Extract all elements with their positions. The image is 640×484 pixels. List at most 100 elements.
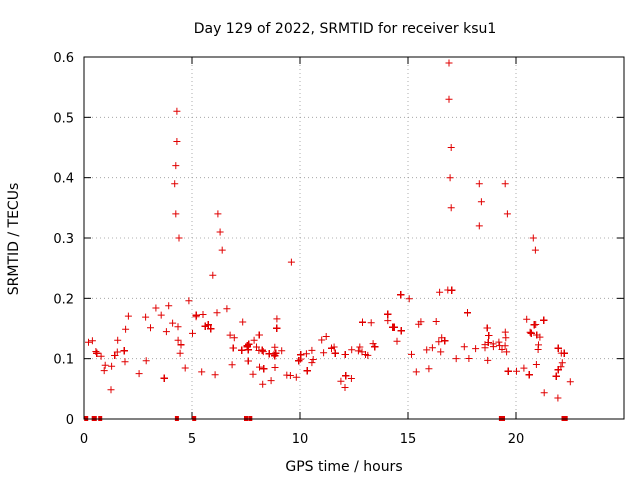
data-point <box>531 246 539 254</box>
data-point <box>278 347 286 355</box>
data-point <box>177 341 185 349</box>
data-point <box>309 356 317 363</box>
x-axis-label: GPS time / hours <box>285 459 402 475</box>
data-point <box>265 350 273 358</box>
data-point <box>501 342 509 350</box>
x-tick-label: 10 <box>292 432 309 447</box>
data-point <box>529 234 537 242</box>
data-point <box>328 344 335 352</box>
data-point <box>369 340 377 348</box>
data-point <box>341 351 349 358</box>
data-point <box>171 180 179 188</box>
data-point <box>425 365 433 373</box>
data-point <box>523 315 531 323</box>
data-point <box>295 357 303 365</box>
data-point <box>428 344 436 352</box>
y-tick-label: 0.3 <box>53 232 74 247</box>
data-point <box>384 310 392 318</box>
data-point <box>308 359 316 367</box>
data-point <box>114 336 122 344</box>
data-point <box>359 318 366 326</box>
data-point <box>417 318 425 326</box>
y-tick-label: 0.6 <box>53 51 74 66</box>
data-point <box>436 288 444 296</box>
data-point <box>460 343 468 351</box>
data-point <box>92 348 100 355</box>
data-point <box>172 210 180 218</box>
data-point <box>446 174 454 182</box>
data-point <box>532 361 540 368</box>
data-point <box>271 352 279 360</box>
data-point <box>273 315 281 323</box>
data-point <box>88 337 96 345</box>
data-point <box>230 334 238 342</box>
data-point <box>356 343 364 351</box>
data-point <box>229 344 237 352</box>
data-point <box>201 322 209 330</box>
x-tick-label: 5 <box>188 432 196 447</box>
data-point <box>256 363 263 371</box>
data-point <box>540 316 548 324</box>
y-tick-label: 0.4 <box>53 172 74 187</box>
data-point <box>273 324 281 332</box>
data-point <box>472 345 480 353</box>
data-point <box>520 364 528 372</box>
data-point <box>441 337 449 345</box>
data-point <box>152 304 160 312</box>
data-point <box>239 318 247 326</box>
data-points <box>84 59 574 421</box>
data-point <box>303 367 311 375</box>
data-point <box>495 338 503 346</box>
data-point <box>97 352 105 360</box>
data-point <box>258 346 266 354</box>
data-point <box>342 372 350 380</box>
data-point <box>122 325 130 333</box>
data-point <box>331 349 339 357</box>
data-point <box>347 375 355 382</box>
data-point <box>270 350 278 358</box>
data-point <box>540 389 548 397</box>
y-tick-label: 0 <box>66 413 74 428</box>
data-point <box>464 309 471 317</box>
data-point <box>135 370 143 378</box>
data-point <box>185 297 193 305</box>
y-tick-label: 0.2 <box>53 292 74 307</box>
data-point <box>534 346 542 353</box>
data-point <box>354 347 362 355</box>
data-point <box>513 367 520 375</box>
data-point <box>85 338 92 346</box>
data-point <box>558 359 566 367</box>
data-point <box>405 295 413 303</box>
x-tick-label: 0 <box>80 432 88 447</box>
data-point <box>308 346 316 354</box>
data-point <box>318 336 326 344</box>
y-tick-label: 0.5 <box>53 111 74 126</box>
data-point <box>253 343 260 351</box>
data-point <box>438 334 446 342</box>
data-point <box>526 328 534 336</box>
data-point <box>111 352 119 359</box>
data-point <box>174 323 182 331</box>
data-point <box>286 372 294 379</box>
chart-title: Day 129 of 2022, SRMTID for receiver ksu… <box>194 21 497 37</box>
data-point <box>172 162 180 170</box>
data-point <box>175 234 183 242</box>
data-point <box>530 321 538 329</box>
data-point <box>259 348 267 356</box>
data-point <box>367 319 375 327</box>
data-point <box>484 339 492 346</box>
data-point <box>504 367 512 375</box>
data-point <box>93 349 101 357</box>
data-point <box>173 138 181 145</box>
data-point <box>477 198 485 206</box>
data-point <box>501 328 509 336</box>
data-point <box>445 95 453 103</box>
data-point <box>348 346 356 354</box>
data-point <box>498 346 506 353</box>
data-point <box>142 357 150 365</box>
data-point <box>445 59 453 67</box>
data-point <box>228 361 236 369</box>
data-point <box>147 324 154 332</box>
data-point <box>503 348 511 356</box>
